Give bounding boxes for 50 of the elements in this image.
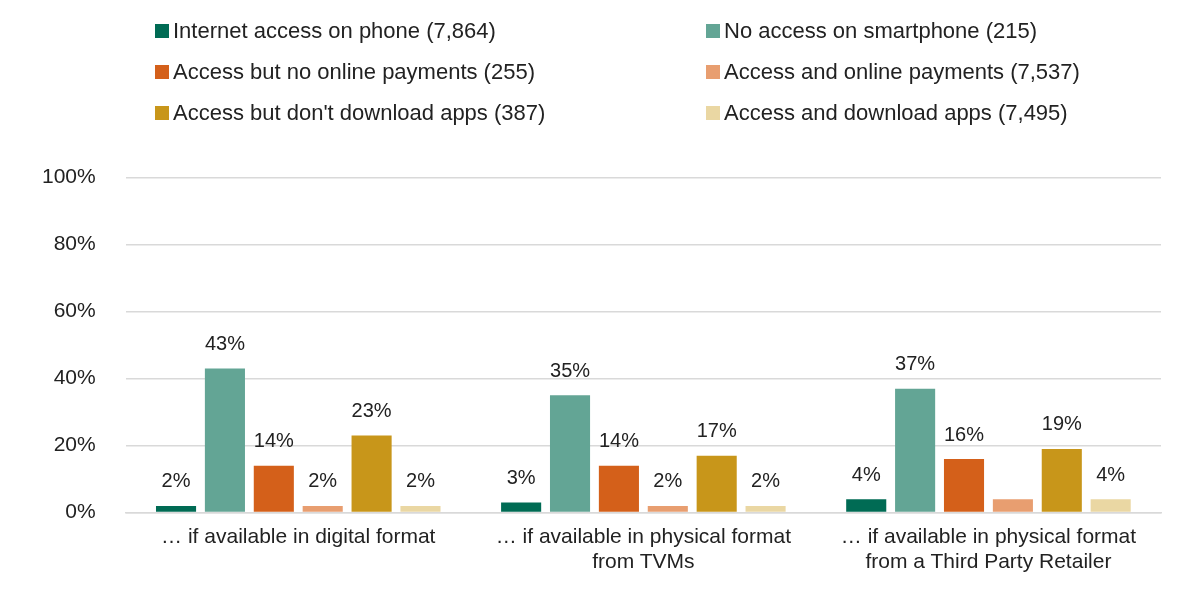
bar bbox=[1090, 499, 1131, 512]
bar bbox=[647, 505, 688, 512]
legend-label: Access and download apps (7,495) bbox=[724, 99, 1068, 126]
bar bbox=[204, 368, 245, 512]
data-label: 3% bbox=[506, 466, 536, 489]
bar bbox=[549, 395, 591, 512]
legend-label: No access on smartphone (215) bbox=[724, 17, 1038, 44]
bar bbox=[992, 499, 1033, 512]
bar bbox=[895, 388, 936, 512]
data-label: 37% bbox=[895, 352, 936, 375]
legend-label: Internet access on phone (7,864) bbox=[173, 17, 496, 44]
data-label: 14% bbox=[253, 429, 295, 452]
y-tick-label: 0% bbox=[65, 499, 96, 523]
x-tick-label: … if available in digital format bbox=[161, 524, 436, 547]
bar bbox=[351, 435, 392, 512]
y-tick-label: 20% bbox=[53, 432, 96, 456]
data-label: 2% bbox=[161, 469, 191, 492]
bar bbox=[745, 505, 786, 512]
legend-label: Access but don't download apps (387) bbox=[173, 99, 546, 126]
data-label: 4% bbox=[851, 462, 881, 485]
bar bbox=[598, 465, 639, 512]
y-tick-label: 80% bbox=[53, 231, 96, 255]
data-label: 35% bbox=[550, 358, 591, 381]
bar bbox=[943, 459, 985, 512]
x-tick-label: … if available in physical format from TVMs bbox=[495, 524, 792, 573]
bar bbox=[302, 505, 343, 512]
bar bbox=[696, 455, 737, 512]
bar bbox=[155, 505, 197, 512]
data-label: 23% bbox=[351, 399, 392, 422]
data-label: 16% bbox=[943, 422, 985, 445]
bar bbox=[400, 505, 441, 512]
data-label: 4% bbox=[1096, 462, 1126, 485]
y-tick-label: 100% bbox=[41, 164, 96, 188]
bar bbox=[253, 465, 294, 512]
bar bbox=[501, 502, 542, 512]
y-tick-label: 40% bbox=[53, 365, 96, 389]
data-label: 2% bbox=[406, 469, 436, 492]
legend-label: Access and online payments (7,537) bbox=[724, 58, 1080, 85]
y-tick-label: 60% bbox=[53, 298, 96, 322]
x-tick-label: … if available in physical format from a Third Party Retailer bbox=[840, 524, 1137, 573]
legend-label: Access but no online payments (255) bbox=[173, 58, 535, 85]
data-label: 19% bbox=[1041, 412, 1083, 435]
data-label: 17% bbox=[696, 419, 737, 442]
bar bbox=[846, 499, 887, 512]
data-label: 2% bbox=[751, 469, 781, 492]
data-label: 43% bbox=[204, 332, 246, 355]
data-label: 14% bbox=[598, 429, 640, 452]
data-label: 2% bbox=[653, 469, 683, 492]
data-label: 2% bbox=[308, 469, 338, 492]
bar bbox=[1041, 448, 1082, 512]
